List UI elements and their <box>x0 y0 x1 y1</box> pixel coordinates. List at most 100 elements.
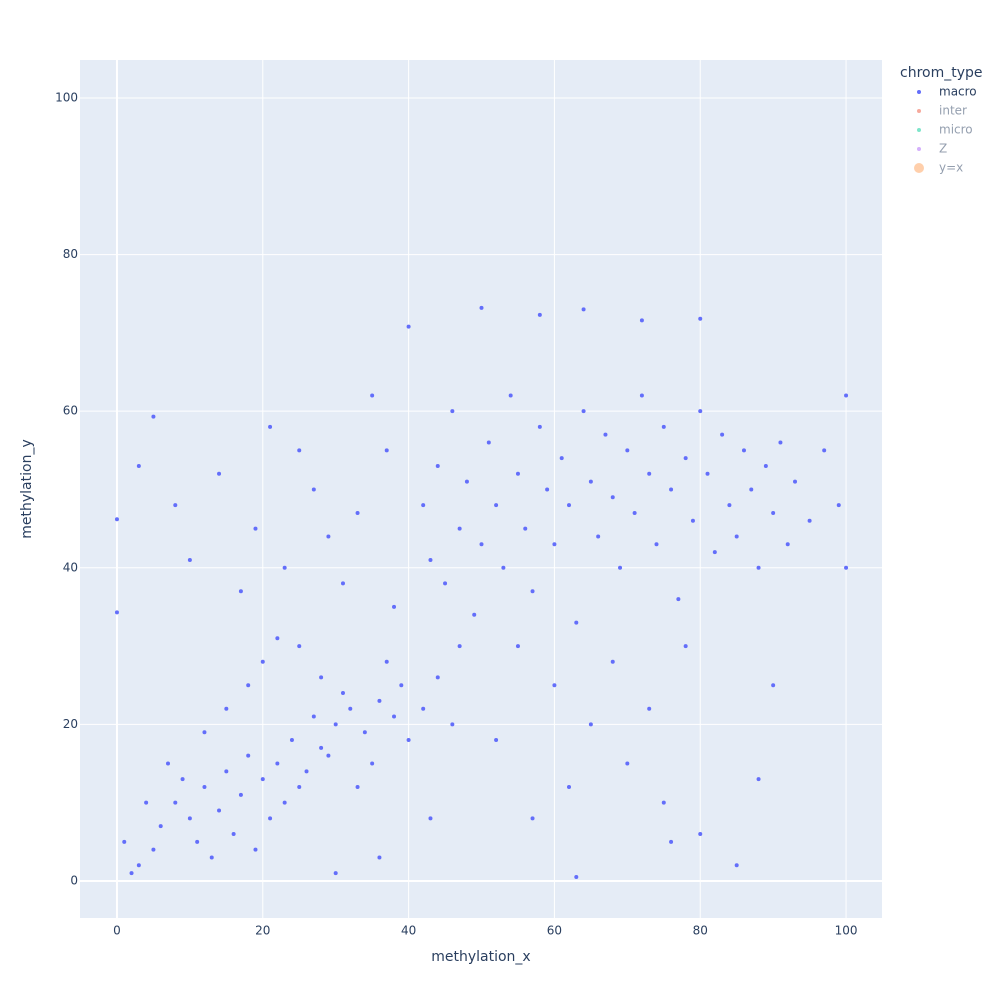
y-tick-label: 20 <box>63 717 78 731</box>
point <box>508 393 513 398</box>
point <box>246 683 251 688</box>
point <box>472 612 477 617</box>
point <box>195 839 200 844</box>
point <box>698 316 703 321</box>
point <box>136 463 141 468</box>
plot-area <box>80 60 882 918</box>
point <box>355 785 360 790</box>
x-tick-label: 0 <box>113 924 121 938</box>
legend-marker <box>917 109 921 113</box>
point <box>370 393 375 398</box>
point <box>187 816 192 821</box>
point <box>319 745 324 750</box>
point <box>268 816 273 821</box>
point <box>224 706 229 711</box>
y-tick-label: 100 <box>55 90 78 104</box>
point <box>217 471 222 476</box>
point <box>618 565 623 570</box>
point <box>428 816 433 821</box>
point <box>209 855 214 860</box>
point <box>552 683 557 688</box>
point <box>712 550 717 555</box>
point <box>494 738 499 743</box>
point <box>537 312 542 317</box>
legend-item[interactable]: micro <box>917 123 973 137</box>
point <box>158 824 163 829</box>
point <box>180 777 185 782</box>
point <box>421 706 426 711</box>
point <box>559 456 564 461</box>
point <box>406 738 411 743</box>
point <box>705 471 710 476</box>
point <box>151 414 156 419</box>
point <box>683 644 688 649</box>
point <box>654 542 659 547</box>
point <box>151 847 156 852</box>
y-tick-label: 40 <box>63 560 78 574</box>
legend-item[interactable]: inter <box>917 104 967 118</box>
point <box>428 557 433 562</box>
point <box>581 409 586 414</box>
point <box>756 777 761 782</box>
legend-item[interactable]: macro <box>917 85 977 99</box>
point <box>260 659 265 664</box>
legend-item[interactable]: Z <box>917 142 947 156</box>
point <box>763 463 768 468</box>
legend-marker <box>917 147 921 151</box>
point <box>311 714 316 719</box>
x-tick-label: 100 <box>835 924 858 938</box>
point <box>333 871 338 876</box>
point <box>282 800 287 805</box>
point <box>246 753 251 758</box>
point <box>771 683 776 688</box>
y-tick-label: 60 <box>63 404 78 418</box>
point <box>289 738 294 743</box>
point <box>260 777 265 782</box>
point <box>435 675 440 680</box>
point <box>574 875 579 880</box>
point <box>392 604 397 609</box>
point <box>297 785 302 790</box>
point <box>720 432 725 437</box>
point <box>187 557 192 562</box>
point <box>377 698 382 703</box>
point <box>333 722 338 727</box>
x-tick-label: 60 <box>547 924 562 938</box>
x-axis-title: methylation_x <box>431 949 530 965</box>
point <box>326 534 331 539</box>
point <box>304 769 309 774</box>
point <box>698 409 703 414</box>
point <box>501 565 506 570</box>
point <box>253 847 258 852</box>
point <box>734 863 739 868</box>
point <box>785 542 790 547</box>
legend-label: y=x <box>939 161 963 175</box>
point <box>238 589 243 594</box>
marks <box>114 305 849 880</box>
point <box>282 565 287 570</box>
legend-item[interactable]: y=x <box>914 161 963 175</box>
point <box>647 471 652 476</box>
point <box>457 526 462 531</box>
point <box>144 800 149 805</box>
point <box>494 503 499 508</box>
point <box>778 440 783 445</box>
point <box>537 424 542 429</box>
point <box>129 871 134 876</box>
point <box>399 683 404 688</box>
point <box>567 785 572 790</box>
point <box>253 526 258 531</box>
point <box>311 487 316 492</box>
point <box>377 855 382 860</box>
legend-title: chrom_type <box>900 65 983 81</box>
point <box>406 324 411 329</box>
point <box>384 448 389 453</box>
legend-label: macro <box>939 85 977 99</box>
point <box>224 769 229 774</box>
point <box>661 424 666 429</box>
point <box>275 636 280 641</box>
point <box>421 503 426 508</box>
point <box>610 495 615 500</box>
point <box>530 816 535 821</box>
point <box>202 785 207 790</box>
